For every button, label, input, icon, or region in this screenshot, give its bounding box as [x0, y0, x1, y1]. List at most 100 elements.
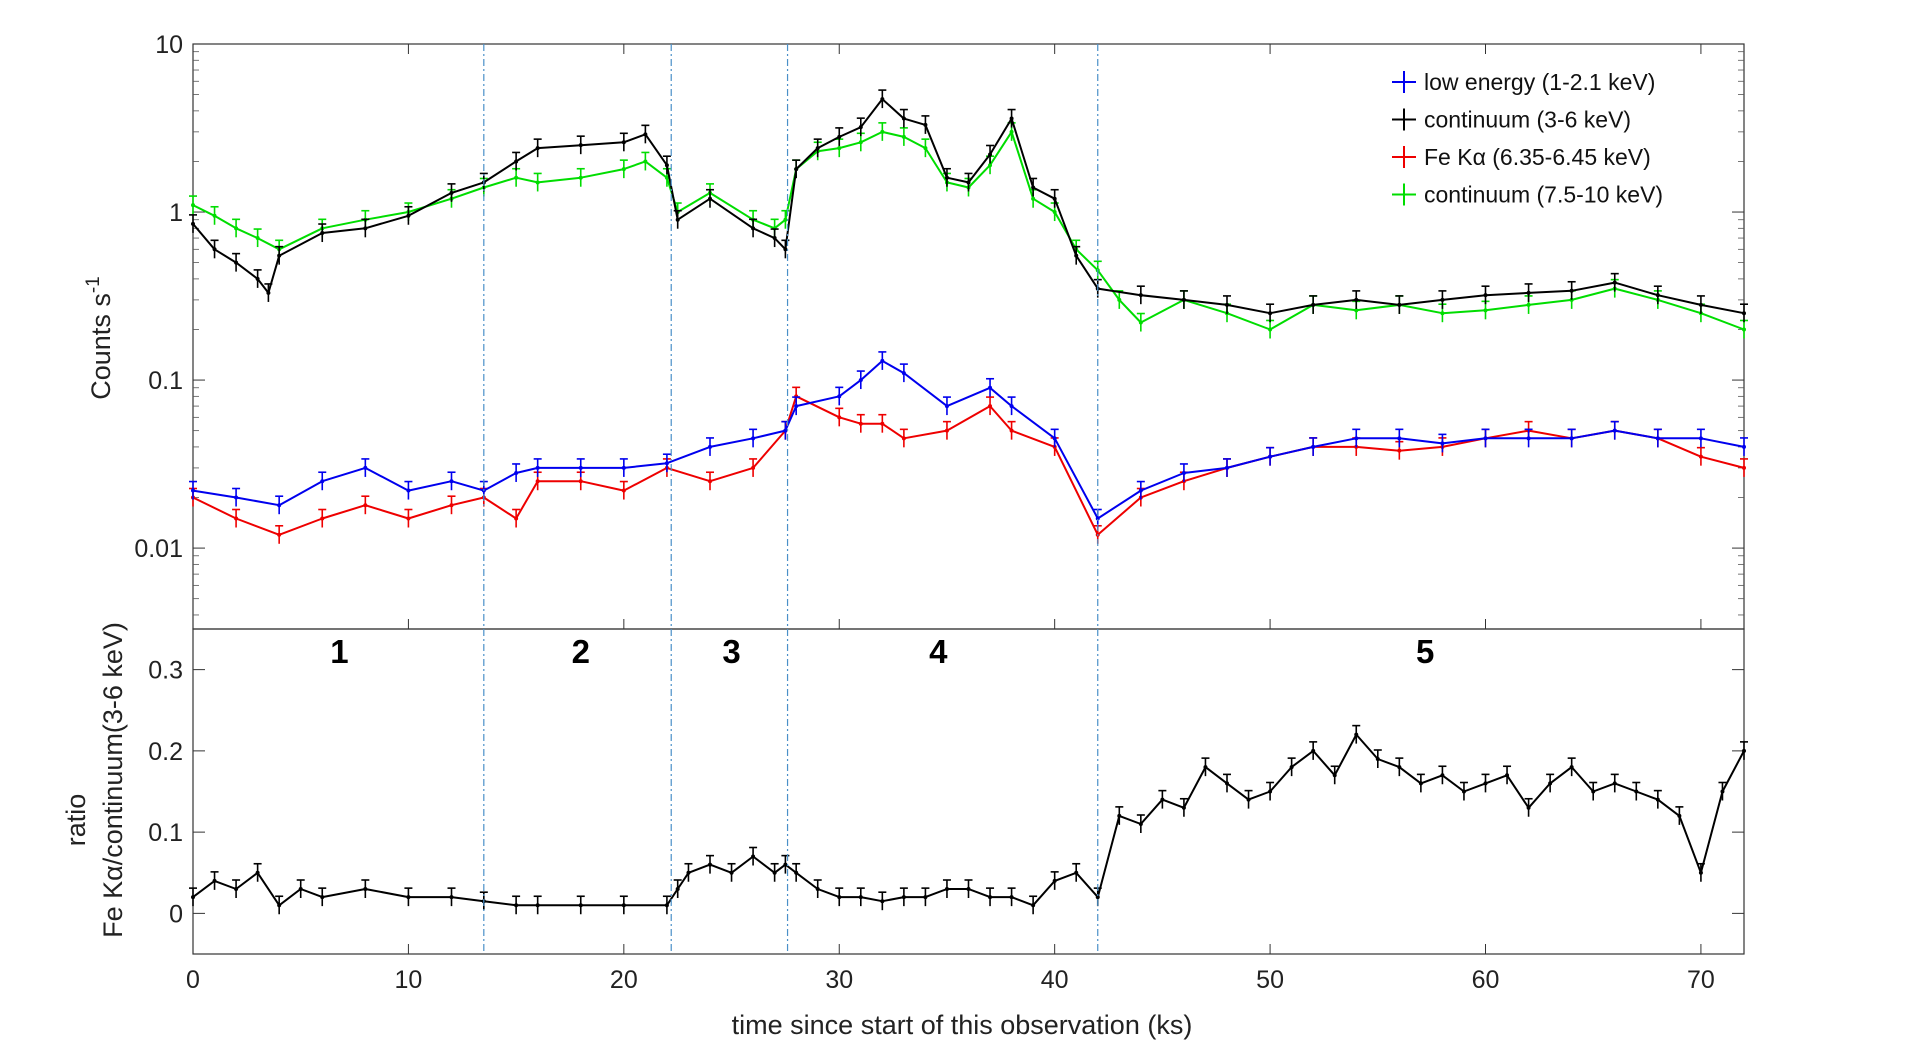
top-point-0-24	[1052, 436, 1057, 441]
top-point-0-16	[794, 404, 799, 409]
top-point-0-17	[837, 394, 842, 399]
bottom-point-0-24	[815, 887, 820, 891]
top-point-3-31	[1009, 129, 1014, 134]
top-point-1-13	[578, 143, 583, 148]
top-point-2-5	[406, 516, 411, 521]
top-point-3-20	[783, 217, 788, 222]
top-point-0-31	[1354, 436, 1359, 441]
x-tick-label-0: 0	[186, 966, 200, 994]
bottom-y-tick-label-3: 0.3	[148, 657, 183, 685]
top-point-1-0	[191, 221, 195, 226]
bottom-point-0-46	[1289, 765, 1294, 770]
top-point-1-35	[1074, 253, 1079, 258]
top-point-3-12	[578, 175, 583, 180]
bottom-point-0-3	[255, 870, 260, 875]
bottom-point-0-53	[1440, 773, 1445, 778]
bottom-point-0-61	[1612, 781, 1617, 786]
top-y-tick-label-0: 0.01	[134, 535, 183, 563]
bottom-point-0-43	[1225, 781, 1229, 786]
top-point-0-23	[1009, 404, 1014, 409]
bottom-point-0-59	[1569, 765, 1574, 770]
bottom-point-0-13	[578, 903, 583, 908]
top-point-0-4	[363, 465, 368, 470]
top-point-3-47	[1569, 297, 1574, 302]
bottom-point-0-28	[901, 895, 906, 900]
bottom-point-0-37	[1095, 895, 1100, 900]
top-point-2-8	[514, 516, 519, 521]
bottom-point-0-5	[298, 887, 303, 891]
bottom-point-0-57	[1526, 805, 1531, 810]
top-point-0-1	[234, 495, 239, 500]
top-point-1-5	[277, 253, 282, 258]
bottom-point-0-6	[320, 895, 325, 900]
top-point-0-28	[1225, 465, 1229, 470]
top-point-3-51	[1742, 327, 1746, 332]
top-point-1-29	[944, 175, 949, 180]
top-point-3-36	[1117, 297, 1122, 302]
top-point-0-29	[1268, 454, 1273, 459]
bottom-point-0-38	[1117, 813, 1122, 818]
top-point-3-25	[880, 129, 885, 134]
x-tick-label-6: 60	[1472, 966, 1500, 994]
top-point-0-21	[944, 404, 949, 409]
bottom-point-0-32	[988, 895, 993, 900]
top-point-3-0	[191, 203, 195, 208]
bottom-point-0-49	[1354, 732, 1359, 737]
top-point-0-25	[1095, 516, 1100, 521]
top-point-1-38	[1181, 297, 1186, 302]
top-point-3-13	[621, 167, 626, 172]
top-point-0-10	[578, 465, 583, 470]
top-point-0-36	[1569, 436, 1574, 441]
top-point-2-11	[621, 488, 626, 493]
segment-label-5: 5	[1416, 633, 1434, 670]
x-tick-label-2: 20	[610, 966, 638, 994]
top-point-1-44	[1440, 297, 1445, 302]
top-point-0-26	[1138, 488, 1143, 493]
segment-label-3: 3	[722, 633, 740, 670]
bottom-point-0-36	[1074, 870, 1079, 875]
bottom-y-tick-label-2: 0.2	[148, 738, 183, 766]
bottom-point-0-30	[944, 887, 949, 891]
bottom-y-axis-title-line1: ratio	[61, 794, 91, 847]
top-point-0-38	[1655, 436, 1660, 441]
bottom-point-0-25	[837, 895, 842, 900]
top-point-1-50	[1698, 302, 1703, 307]
top-point-1-30	[966, 180, 971, 185]
top-point-0-32	[1397, 436, 1402, 441]
legend-entry-2: Fe Kα (6.35-6.45 keV)	[1392, 144, 1651, 170]
bottom-point-0-0	[191, 895, 195, 900]
top-point-0-8	[514, 470, 519, 475]
top-point-0-19	[880, 358, 885, 363]
top-point-0-9	[535, 465, 540, 470]
bottom-point-0-26	[858, 895, 863, 900]
bottom-point-0-22	[783, 862, 788, 867]
top-point-1-17	[675, 217, 680, 222]
top-point-3-1	[212, 213, 217, 218]
top-point-0-2	[277, 503, 282, 508]
bottom-point-0-60	[1591, 789, 1596, 794]
segment-label-2: 2	[572, 633, 590, 670]
top-point-1-16	[664, 163, 669, 168]
top-point-3-26	[901, 134, 906, 139]
top-point-1-23	[815, 146, 820, 151]
bottom-point-0-2	[234, 887, 239, 891]
legend-entry-3: continuum (7.5-10 keV)	[1392, 182, 1663, 208]
bottom-point-0-20	[751, 854, 756, 859]
top-y-axis-title: Counts s-1	[83, 276, 116, 399]
top-series-0	[189, 351, 1748, 528]
bottom-point-0-58	[1548, 781, 1553, 786]
top-point-0-30	[1311, 444, 1316, 449]
top-point-2-1	[234, 516, 239, 521]
bottom-point-0-51	[1397, 765, 1402, 770]
bottom-point-0-21	[772, 870, 777, 875]
top-point-1-3	[255, 276, 260, 281]
top-point-1-33	[1031, 185, 1036, 190]
bottom-point-0-48	[1332, 773, 1337, 778]
top-point-1-26	[880, 97, 885, 102]
legend-label-2: Fe Kα (6.35-6.45 keV)	[1424, 144, 1651, 170]
top-point-1-18	[708, 196, 712, 201]
top-point-3-30	[988, 163, 993, 168]
top-point-0-37	[1612, 428, 1617, 433]
legend-entry-1: continuum (3-6 keV)	[1392, 107, 1631, 133]
